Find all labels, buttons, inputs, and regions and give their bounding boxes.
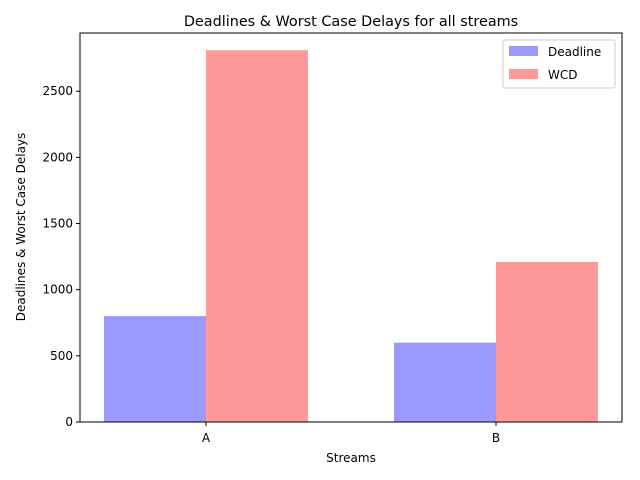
bar-wcd-a [206,50,308,422]
plot-frame [79,32,623,423]
y-axis: 0 500 1000 1500 2000 2500 [42,84,80,429]
bar-deadline-b [394,342,496,422]
x-tick-label-a: A [202,431,211,445]
y-tick-label: 500 [50,349,73,363]
y-tick-label: 2000 [42,150,73,164]
y-axis-label: Deadlines & Worst Case Delays [14,133,28,322]
y-tick-label: 0 [65,415,73,429]
chart-title: Deadlines & Worst Case Delays for all st… [184,14,518,30]
legend-label-deadline: Deadline [548,45,601,59]
y-tick-label: 1500 [42,217,73,231]
bar-deadline-a [104,316,206,422]
legend-label-wcd: WCD [548,68,577,82]
y-tick-label: 1000 [42,283,73,297]
bars-group [104,50,598,422]
legend-swatch-deadline [509,46,538,56]
y-tick-label: 2500 [42,84,73,98]
x-axis-label: Streams [326,451,376,465]
legend-swatch-wcd [509,69,538,79]
bar-wcd-b [496,261,598,422]
legend: Deadline WCD [502,39,616,89]
x-tick-label-b: B [492,431,500,445]
